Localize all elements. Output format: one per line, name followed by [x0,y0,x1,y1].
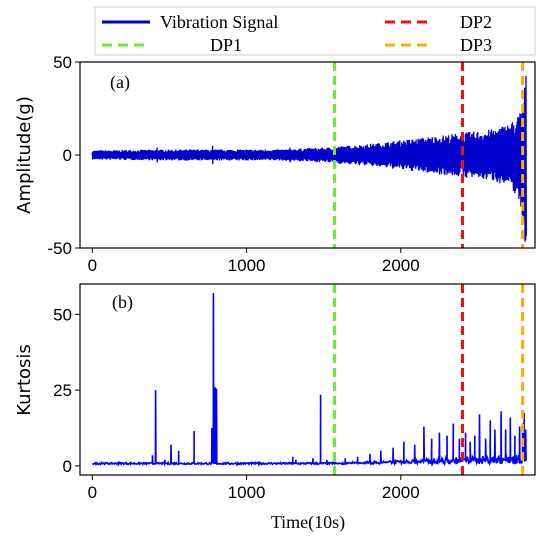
panel-b-plot-layer [92,284,527,475]
panel-b-kurtosis: (b) 0 1000 2000 0 25 50 Kurtosis Time(10s) [14,283,536,533]
legend-frame [94,6,536,56]
panel-a-series-line [91,75,527,242]
panel-a-xtick-label: 1000 [228,256,266,275]
panel-a-ytick-label: 50 [53,53,72,72]
legend: Vibration Signal DP1 DP2 DP3 [94,6,536,56]
legend-label-vibration-signal: Vibration Signal [160,12,278,32]
panel-a-plot-layer [91,62,527,248]
panel-a-xtick-label: 2000 [382,256,420,275]
panel-b-xtick-label: 1000 [228,483,266,502]
legend-label-dp2: DP2 [460,12,492,32]
panel-b-xtick-label: 0 [88,483,97,502]
legend-label-dp3: DP3 [460,35,492,55]
legend-label-dp1: DP1 [210,35,242,55]
panel-a-ytick-label: -50 [47,239,72,258]
panel-b-xlabel: Time(10s) [271,512,345,533]
panel-a-label: (a) [110,72,130,93]
panel-b-ticks: 0 1000 2000 0 25 50 [53,305,420,502]
panel-a-xtick-label: 0 [88,256,97,275]
panel-b-xtick-label: 2000 [382,483,420,502]
panel-b-ytick-label: 0 [63,457,72,476]
panel-b-ytick-label: 50 [53,305,72,324]
panel-b-axes-frame [79,283,536,476]
panel-b-ytick-label: 25 [53,381,72,400]
panel-b-label: (b) [112,292,133,313]
panel-a-ytick-label: 0 [63,146,72,165]
panel-a-ticks: 0 1000 2000 -50 0 50 [47,53,419,275]
panel-a-ylabel: Amplitude(g) [14,96,35,214]
panel-b-ylabel: Kurtosis [14,344,35,416]
panel-a-amplitude: (a) 0 1000 2000 -50 0 50 Amplitude(g) [14,53,536,275]
